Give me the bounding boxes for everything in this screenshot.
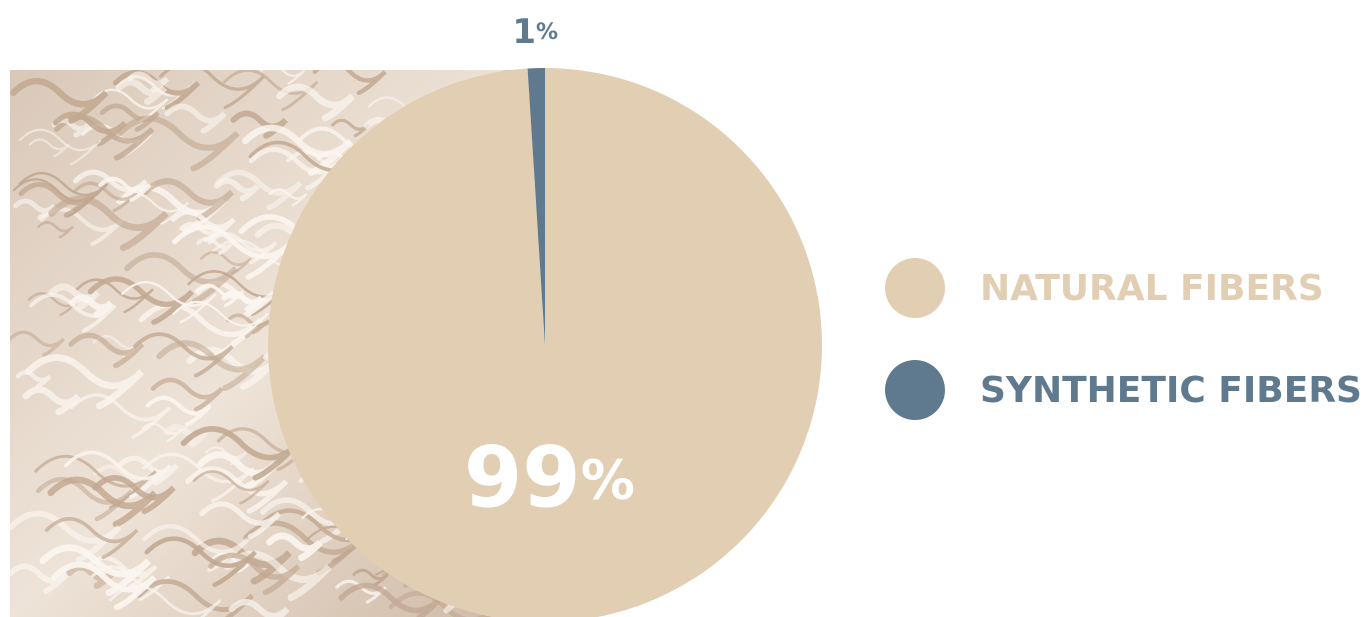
slice-label: 99% [464, 428, 635, 526]
wool-curl [266, 532, 324, 562]
legend-swatch [885, 360, 945, 420]
wool-curl [172, 300, 269, 343]
wool-curl [186, 346, 278, 390]
wool-curl [39, 544, 152, 597]
wool-curl [196, 236, 235, 256]
wool-curl [257, 508, 380, 563]
wool-curl [133, 332, 234, 378]
wool-curl [24, 354, 145, 410]
wool-curl [156, 340, 267, 391]
pie: 99% 1% [268, 12, 822, 617]
wool-curl [10, 77, 109, 124]
wool-curl [260, 70, 306, 85]
wool-curl [141, 422, 184, 442]
wool-curl [36, 476, 134, 522]
wool-curl [268, 188, 308, 207]
wool-curl [228, 599, 290, 617]
slice-label: 1% [512, 12, 558, 52]
wool-curl [15, 370, 52, 389]
pie-slice [268, 68, 822, 617]
wool-curl [116, 115, 240, 172]
legend: NATURAL FIBERS SYNTHETIC FIBERS [885, 258, 1362, 420]
wool-curl [331, 118, 370, 138]
wool-curl [70, 393, 171, 439]
wool-curl [69, 294, 114, 319]
wool-curl [213, 177, 260, 202]
wool-curl [242, 124, 353, 176]
wool-curl [191, 537, 292, 585]
wool-curl [10, 510, 122, 563]
wool-curl [150, 377, 224, 412]
wool-curl [187, 270, 292, 316]
wool-curl [338, 582, 444, 617]
wool-curl [51, 117, 91, 138]
legend-label: SYNTHETIC FIBERS [980, 370, 1362, 411]
wool-curl [388, 591, 500, 617]
wool-curl [208, 552, 301, 596]
wool-curl [185, 466, 289, 514]
wool-curl [98, 176, 152, 202]
wool-curl [48, 195, 169, 252]
wool-curl [312, 70, 387, 95]
wool-curl [352, 568, 389, 587]
wool-curl [127, 71, 170, 93]
wool-curl [68, 332, 145, 369]
wool-curl [51, 561, 157, 611]
wool-curl [39, 207, 125, 247]
wool-curl [199, 251, 252, 275]
wool-curl [52, 111, 127, 147]
wool-curl [115, 78, 168, 105]
wool-curl [144, 536, 257, 588]
wool-curl [226, 313, 270, 335]
wool-curl [22, 386, 81, 416]
wool-curl [44, 517, 139, 560]
pie-slice [527, 68, 545, 345]
wool-curl [145, 395, 212, 427]
wool-curl [47, 476, 158, 528]
wool-curl [276, 83, 355, 122]
wool-curl [37, 221, 74, 239]
wool-curl [335, 579, 387, 604]
wool-curl [159, 70, 265, 109]
wool-curl [10, 563, 70, 594]
wool-curl [28, 138, 70, 158]
legend-label: NATURAL FIBERS [980, 268, 1324, 309]
wool-curl [121, 281, 217, 324]
wool-curl [163, 423, 209, 448]
wool-curl [172, 224, 295, 280]
wool-curl [180, 426, 301, 481]
wool-curl [72, 181, 140, 212]
wool-curl [27, 292, 81, 317]
wool-curl [75, 278, 154, 314]
legend-swatch [885, 258, 945, 318]
wool-curl [13, 198, 57, 220]
wool-curl [92, 475, 176, 515]
wool-curl [19, 128, 102, 166]
wool-curl [34, 454, 157, 509]
wool-curl [142, 452, 255, 503]
wool-curl [199, 501, 282, 540]
wool-curl [164, 103, 227, 134]
wool-curl [223, 70, 319, 112]
wool-curl [142, 178, 235, 222]
wool-curl [63, 450, 172, 499]
wool-curl [92, 88, 169, 123]
wool-curl [10, 330, 66, 357]
wool-curl [87, 276, 194, 325]
wool-curl [192, 470, 270, 505]
wool-curl [215, 169, 303, 211]
wool-curl [194, 283, 245, 307]
wool-curl [18, 171, 109, 212]
